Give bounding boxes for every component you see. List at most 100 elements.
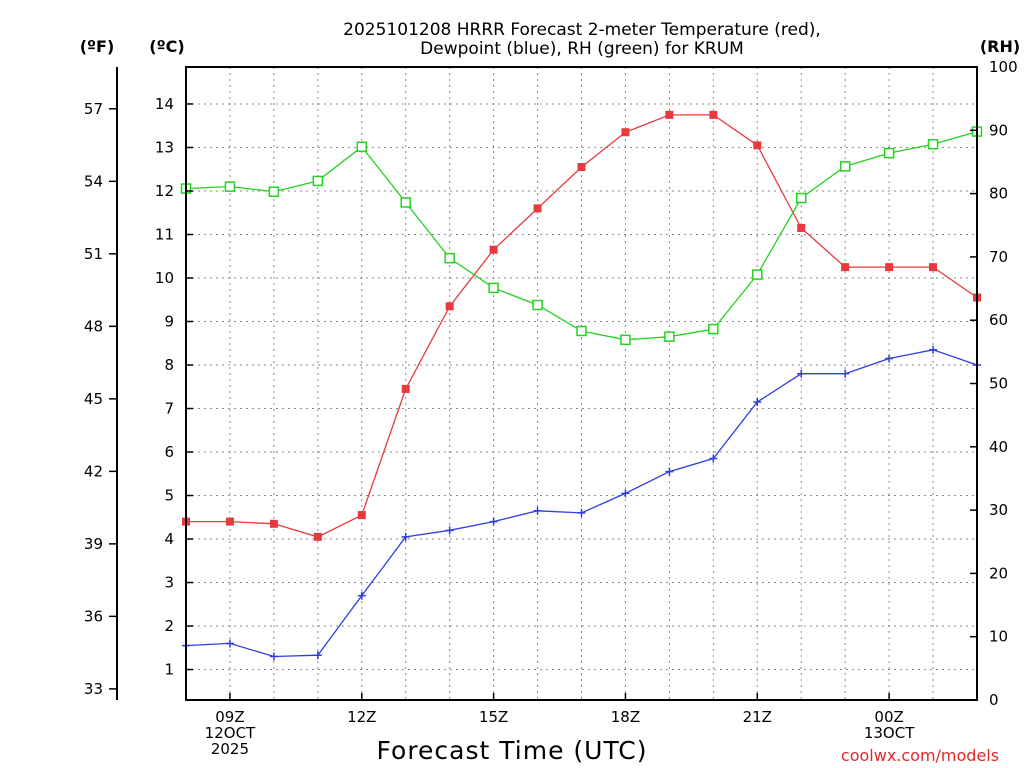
celsius-tick-label: 11 bbox=[155, 225, 174, 243]
rh-point bbox=[883, 147, 895, 159]
x-tick-label: 18Z bbox=[611, 708, 640, 726]
temperature-point bbox=[841, 263, 850, 272]
dewpoint-point bbox=[885, 354, 894, 363]
celsius-tick-label: 7 bbox=[164, 400, 174, 418]
x-tick-label: 09Z bbox=[215, 708, 244, 726]
temperature-point bbox=[401, 384, 410, 393]
fahrenheit-tick-label: 54 bbox=[84, 172, 103, 190]
temperature-point bbox=[269, 519, 278, 528]
temperature-point bbox=[929, 263, 938, 272]
dewpoint-point bbox=[753, 397, 762, 406]
fahrenheit-tick-label: 57 bbox=[84, 100, 103, 118]
temperature-point bbox=[709, 110, 718, 119]
x-tick-label: 15Z bbox=[479, 708, 508, 726]
source-credit: coolwx.com/models bbox=[841, 746, 999, 765]
dewpoint-point bbox=[533, 506, 542, 515]
temperature-point bbox=[753, 141, 762, 150]
rh-point bbox=[224, 181, 236, 192]
temperature-point bbox=[313, 532, 322, 541]
dewpoint-point bbox=[445, 526, 454, 535]
rh-point bbox=[620, 334, 631, 346]
temperature-point bbox=[621, 128, 630, 137]
rh-tick-label: 90 bbox=[989, 121, 1008, 139]
rh-point bbox=[752, 269, 763, 280]
rh-point bbox=[664, 331, 675, 342]
dewpoint-point bbox=[225, 639, 234, 648]
dewpoint-point bbox=[401, 532, 410, 541]
dewpoint-point bbox=[929, 345, 938, 354]
rh-point bbox=[268, 186, 280, 197]
celsius-unit-label: (ºC) bbox=[149, 37, 184, 56]
celsius-tick-label: 1 bbox=[164, 661, 174, 679]
rh-point bbox=[708, 323, 719, 335]
celsius-tick-label: 3 bbox=[164, 574, 174, 592]
dewpoint-point bbox=[797, 369, 806, 378]
temperature-point bbox=[357, 511, 366, 520]
rh-tick-label: 100 bbox=[989, 58, 1018, 76]
rh-tick-label: 10 bbox=[989, 628, 1008, 646]
series-layer bbox=[180, 110, 983, 661]
rh-point bbox=[444, 252, 455, 264]
rh-tick-label: 80 bbox=[989, 185, 1008, 203]
temperature-point bbox=[445, 302, 454, 311]
celsius-tick-label: 2 bbox=[164, 617, 174, 635]
rh-point bbox=[927, 138, 939, 150]
dewpoint-point bbox=[357, 591, 366, 600]
fahrenheit-tick-label: 42 bbox=[84, 462, 103, 480]
chart-title-line-2: Dewpoint (blue), RH (green) for KRUM bbox=[420, 39, 744, 59]
rh-point bbox=[839, 161, 851, 172]
chart-title-line-1: 2025101208 HRRR Forecast 2-meter Tempera… bbox=[343, 20, 821, 40]
celsius-tick-label: 6 bbox=[164, 443, 174, 461]
rh-tick-label: 30 bbox=[989, 501, 1008, 519]
x-tick-label: 13OCT bbox=[864, 724, 915, 742]
dewpoint-point bbox=[577, 508, 586, 517]
celsius-tick-label: 10 bbox=[155, 269, 174, 287]
celsius-tick-label: 5 bbox=[164, 487, 174, 505]
fahrenheit-tick-label: 51 bbox=[84, 245, 103, 263]
temperature-point bbox=[885, 263, 894, 272]
temperature-point bbox=[489, 245, 498, 254]
rh-point bbox=[356, 141, 368, 153]
x-tick-label: 12Z bbox=[347, 708, 376, 726]
dewpoint-point bbox=[621, 489, 630, 498]
temperature-point bbox=[665, 110, 674, 119]
temperature-point bbox=[577, 163, 586, 172]
celsius-tick-label: 4 bbox=[164, 530, 174, 548]
x-tick-label: 00Z bbox=[874, 708, 903, 726]
rh-tick-label: 20 bbox=[989, 564, 1008, 582]
axes-layer: 1234567891011121314333639424548515457010… bbox=[84, 58, 1018, 758]
rh-tick-label: 70 bbox=[989, 248, 1008, 266]
dewpoint-point bbox=[269, 652, 278, 661]
rh-point bbox=[312, 175, 324, 187]
celsius-tick-label: 13 bbox=[155, 138, 174, 156]
dewpoint-point bbox=[709, 454, 718, 463]
temperature-point bbox=[533, 204, 542, 213]
rh-point bbox=[488, 282, 499, 294]
rh-point bbox=[795, 192, 807, 204]
celsius-tick-label: 9 bbox=[164, 313, 174, 331]
rh-point bbox=[532, 299, 543, 311]
dewpoint-line bbox=[185, 349, 978, 658]
x-tick-label: 21Z bbox=[743, 708, 772, 726]
temperature-point bbox=[797, 223, 806, 232]
fahrenheit-tick-label: 36 bbox=[84, 607, 103, 625]
dewpoint-point bbox=[665, 467, 674, 476]
rh-unit-label: (RH) bbox=[980, 37, 1020, 56]
fahrenheit-unit-label: (ºF) bbox=[80, 37, 115, 56]
rh-tick-label: 60 bbox=[989, 311, 1008, 329]
celsius-tick-label: 8 bbox=[164, 356, 174, 374]
x-tick-label: 2025 bbox=[211, 740, 249, 758]
x-tick-label: 12OCT bbox=[205, 724, 256, 742]
rh-tick-label: 50 bbox=[989, 375, 1008, 393]
dewpoint-point bbox=[841, 369, 850, 378]
rh-tick-label: 0 bbox=[989, 691, 999, 709]
fahrenheit-tick-label: 45 bbox=[84, 390, 103, 408]
dewpoint-point bbox=[489, 517, 498, 526]
rh-point bbox=[576, 325, 587, 337]
celsius-tick-label: 14 bbox=[155, 95, 174, 113]
rh-tick-label: 40 bbox=[989, 438, 1008, 456]
dewpoint-point bbox=[313, 651, 322, 660]
celsius-tick-label: 12 bbox=[155, 182, 174, 200]
x-axis-title: Forecast Time (UTC) bbox=[377, 736, 648, 765]
